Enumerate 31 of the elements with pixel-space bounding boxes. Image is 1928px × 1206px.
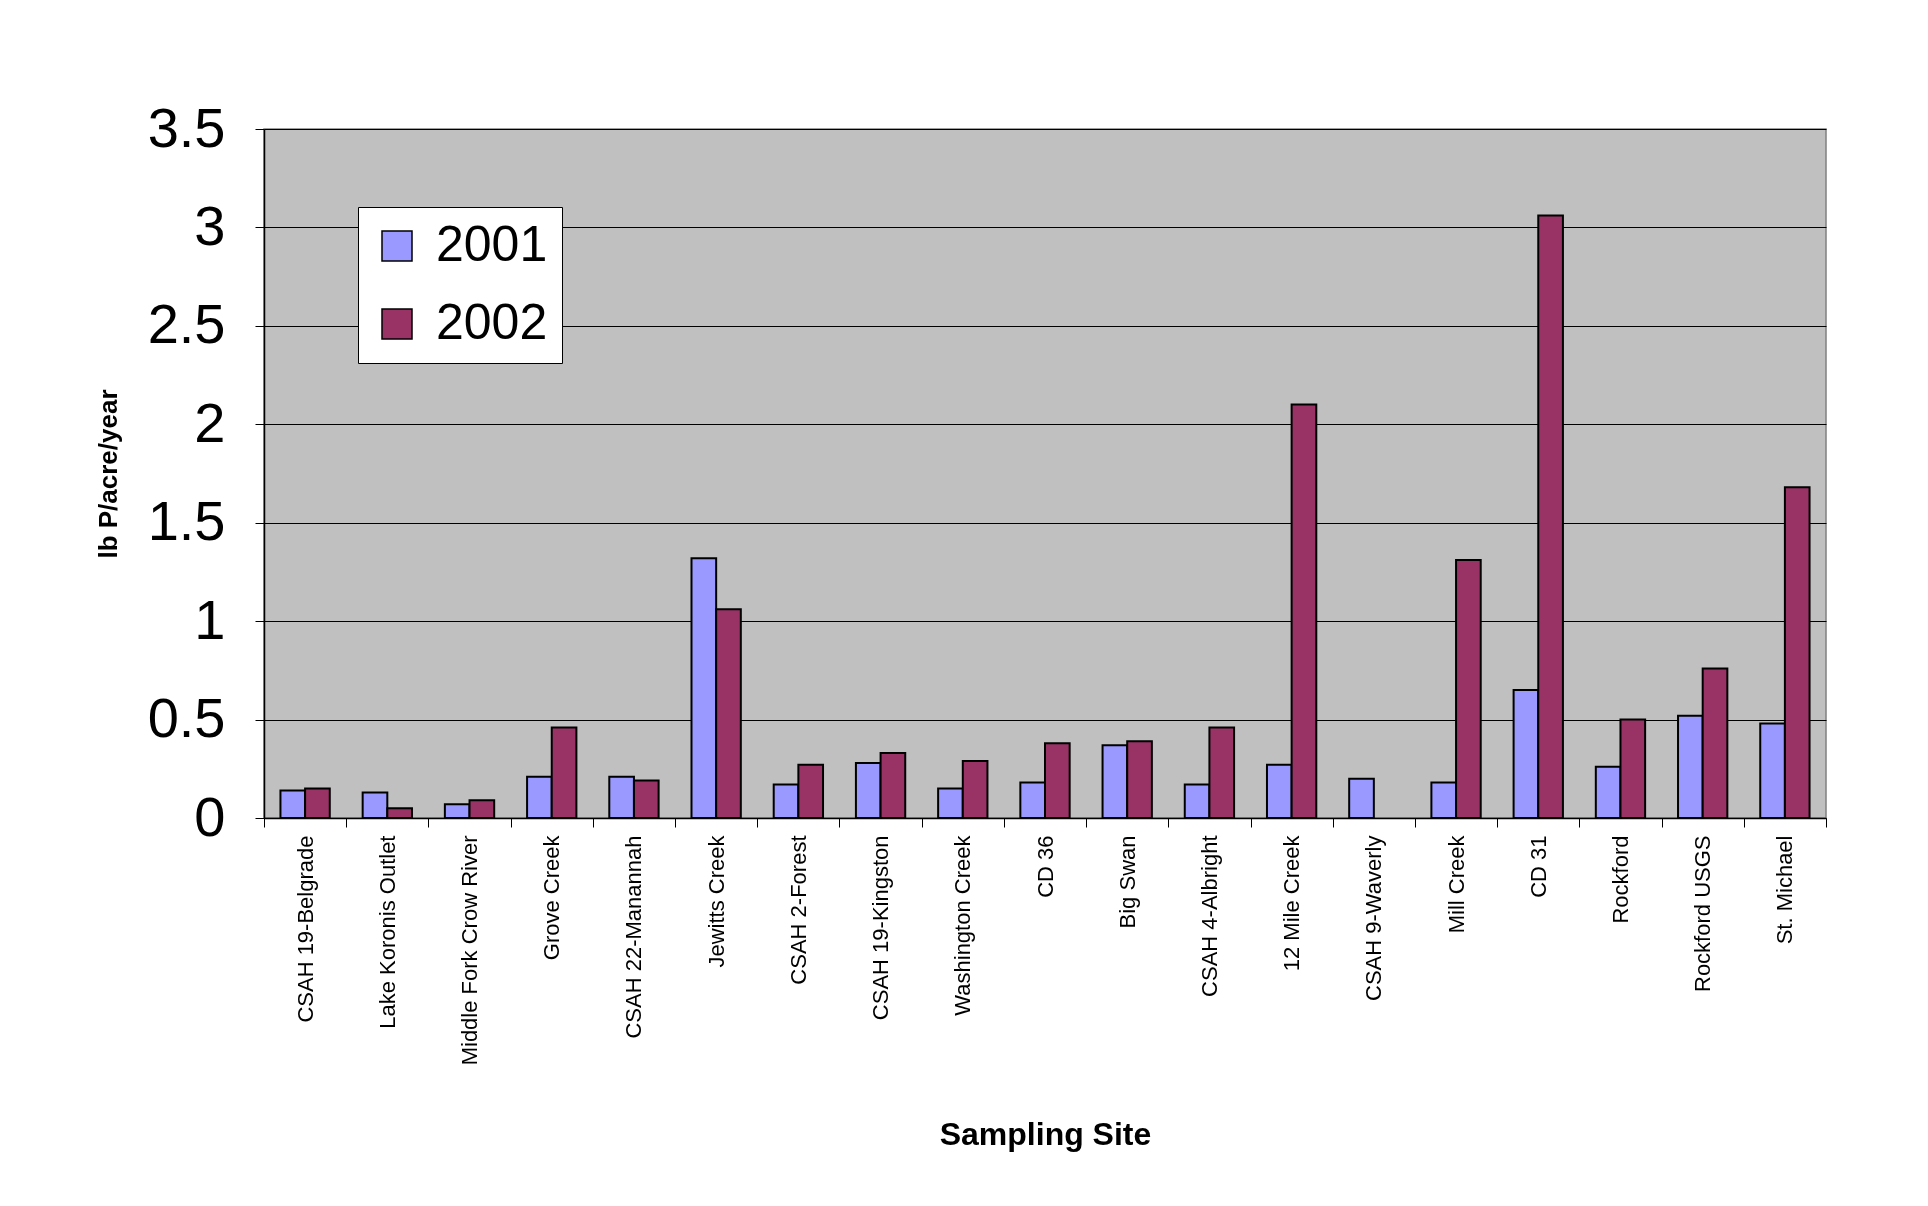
- y-tick-label: 1.5: [147, 489, 226, 553]
- x-tick-label: Grove Creek: [539, 834, 565, 961]
- y-tick-label: 2: [194, 390, 226, 454]
- x-tick-label: Big Swan: [1114, 835, 1140, 929]
- x-tick-label: Rockford USGS: [1690, 835, 1716, 992]
- y-tick-label: 3: [194, 193, 226, 257]
- x-tick-label: CD 36: [1032, 835, 1058, 898]
- y-tick-label: 0.5: [147, 686, 226, 750]
- x-tick-label: Jewitts Creek: [703, 834, 729, 968]
- x-tick-label: Middle Fork Crow River: [457, 835, 483, 1066]
- y-tick-label: 0: [194, 784, 226, 848]
- x-tick-label: 12 Mile Creek: [1279, 834, 1305, 972]
- x-tick-label: CSAH 19-Belgrade: [292, 835, 318, 1023]
- y-axis-title: lb P/acre/year: [92, 389, 123, 559]
- legend-label: 2001: [436, 216, 548, 272]
- x-axis-title: Sampling Site: [939, 1115, 1152, 1152]
- x-tick-label: CSAH 9-Waverly: [1361, 835, 1387, 1001]
- x-tick-label: CSAH 2-Forest: [785, 835, 811, 985]
- x-tick-label: Lake Koronis Outlet: [374, 835, 400, 1029]
- x-tick-label: St. Michael: [1772, 835, 1798, 945]
- y-tick-label: 3.5: [147, 95, 226, 159]
- x-tick-label: CSAH 4-Albright: [1196, 835, 1222, 997]
- legend-label: 2002: [436, 294, 548, 350]
- x-tick-label: CD 31: [1525, 835, 1551, 898]
- x-tick-label: Rockford: [1607, 835, 1633, 924]
- y-tick-label: 2.5: [147, 292, 226, 356]
- x-tick-label: Washington Creek: [950, 834, 976, 1016]
- x-tick-label: Mill Creek: [1443, 834, 1469, 934]
- x-tick-label: CSAH 19-Kingston: [868, 835, 894, 1021]
- y-tick-label: 1: [194, 587, 226, 651]
- x-tick-label: CSAH 22-Manannah: [621, 835, 647, 1039]
